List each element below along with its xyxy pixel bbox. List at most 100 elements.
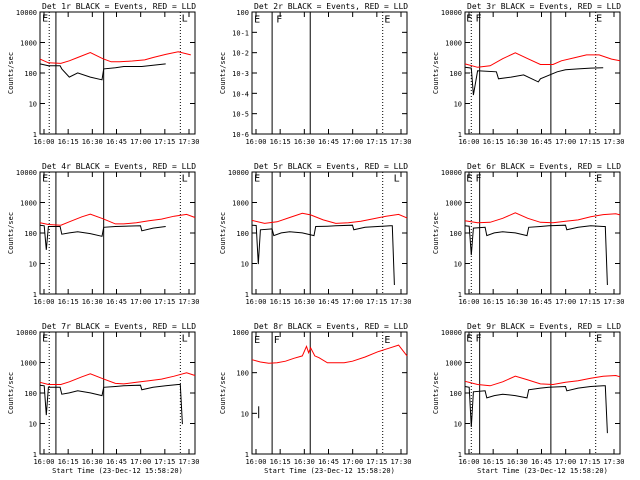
x-tick-label: 17:00 xyxy=(130,458,151,466)
y-tick-label: 100 xyxy=(236,9,249,17)
x-tick-label: 17:15 xyxy=(366,458,387,466)
lld-series-line xyxy=(464,212,621,224)
panel-title: Det 9r BLACK = Events, RED = LLD xyxy=(467,322,621,331)
events-series-line xyxy=(39,224,166,250)
event-marker: F xyxy=(274,335,280,346)
y-tick-label: 10-6 xyxy=(232,131,249,139)
y-tick-label: 1000 xyxy=(232,200,249,208)
x-tick-label: 17:00 xyxy=(555,298,576,306)
event-marker: E xyxy=(42,173,48,184)
x-tick-label: 16:45 xyxy=(318,138,339,146)
y-tick-label: 10 xyxy=(29,101,37,109)
y-tick-label: 1 xyxy=(33,131,37,139)
x-tick-label: 16:30 xyxy=(507,458,528,466)
events-series-line xyxy=(39,63,166,81)
panel-9: Det 9r BLACK = Events, RED = LLD 1 10 100 10… xyxy=(432,322,625,475)
x-tick-label: 16:45 xyxy=(318,458,339,466)
x-tick-label: 16:45 xyxy=(106,138,127,146)
x-axis-label: Start Time (23-Dec-12 15:58:20) xyxy=(477,467,608,475)
lld-series-line xyxy=(251,344,408,364)
events-series-line xyxy=(464,224,608,286)
x-tick-label: 16:45 xyxy=(531,138,552,146)
plot-frame xyxy=(464,171,621,295)
x-tick-label: 16:15 xyxy=(58,298,79,306)
y-axis-label: Counts/sec xyxy=(219,52,227,94)
x-tick-label: 17:00 xyxy=(555,138,576,146)
x-tick-label: 17:30 xyxy=(603,298,624,306)
lld-series-line xyxy=(464,52,621,68)
y-axis-label: Counts/sec xyxy=(432,212,440,254)
y-tick-label: 1 xyxy=(245,291,249,299)
x-tick-label: 16:45 xyxy=(106,298,127,306)
panel-4: Det 4r BLACK = Events, RED = LLD 1 10 100 10… xyxy=(7,162,200,306)
y-tick-label: 10000 xyxy=(228,169,249,177)
y-axis-label: Counts/sec xyxy=(7,372,15,414)
lld-series-line xyxy=(39,51,191,64)
event-marker: E xyxy=(466,13,472,24)
panel-8: Det 8r BLACK = Events, RED = LLD 1 10 100 10… xyxy=(219,322,412,475)
event-marker: E xyxy=(254,335,260,346)
x-tick-label: 17:15 xyxy=(366,298,387,306)
y-tick-label: 1000 xyxy=(20,200,37,208)
x-tick-label: 16:00 xyxy=(458,138,479,146)
events-series-line xyxy=(464,66,604,96)
panel-2: Det 2r BLACK = Events, RED = LLD 10-6 10-5… xyxy=(219,2,412,146)
y-tick-label: 100 xyxy=(24,230,37,238)
y-tick-label: 1 xyxy=(458,291,462,299)
y-tick-label: 1 xyxy=(245,451,249,459)
y-tick-label: 10 xyxy=(29,421,37,429)
x-tick-label: 17:15 xyxy=(154,458,175,466)
y-tick-label: 10 xyxy=(454,261,462,269)
event-marker: L xyxy=(182,173,188,184)
event-marker: E xyxy=(466,173,472,184)
x-axis-label: Start Time (23-Dec-12 15:58:20) xyxy=(264,467,395,475)
x-tick-label: 17:00 xyxy=(130,298,151,306)
x-tick-label: 16:00 xyxy=(245,138,266,146)
event-marker: E xyxy=(254,15,260,26)
y-tick-label: 1 xyxy=(33,291,37,299)
plot-frame xyxy=(251,171,408,295)
y-tick-label: 1 xyxy=(458,131,462,139)
plot-frame xyxy=(39,11,196,135)
panel-title: Det 7r BLACK = Events, RED = LLD xyxy=(42,322,196,331)
panel-title: Det 6r BLACK = Events, RED = LLD xyxy=(467,162,621,171)
plot-frame xyxy=(464,331,621,455)
event-marker: E xyxy=(596,13,602,24)
panel-title: Det 4r BLACK = Events, RED = LLD xyxy=(42,162,196,171)
y-tick-label: 10-3 xyxy=(232,70,249,78)
plot-frame xyxy=(464,11,621,135)
x-tick-label: 17:30 xyxy=(390,298,411,306)
panel-1: Det 1r BLACK = Events, RED = LLD 1 10 100 10… xyxy=(7,2,200,146)
y-tick-label: 10 xyxy=(241,410,249,418)
y-tick-label: 10000 xyxy=(16,169,37,177)
x-tick-label: 17:00 xyxy=(130,138,151,146)
panel-title: Det 2r BLACK = Events, RED = LLD xyxy=(254,2,408,11)
event-marker: E xyxy=(596,173,602,184)
x-tick-label: 16:45 xyxy=(106,458,127,466)
event-marker: E xyxy=(42,13,48,24)
x-tick-label: 16:30 xyxy=(507,138,528,146)
y-tick-label: 10000 xyxy=(16,329,37,337)
panel-3: Det 3r BLACK = Events, RED = LLD 1 10 100 10… xyxy=(432,2,625,146)
x-tick-label: 17:00 xyxy=(342,298,363,306)
panel-title: Det 1r BLACK = Events, RED = LLD xyxy=(42,2,196,11)
plot-frame xyxy=(39,331,196,455)
panel-title: Det 5r BLACK = Events, RED = LLD xyxy=(254,162,408,171)
x-tick-label: 16:00 xyxy=(458,458,479,466)
lld-series-line xyxy=(251,212,408,224)
x-tick-label: 16:30 xyxy=(82,138,103,146)
event-marker: E xyxy=(384,15,390,26)
event-marker: E xyxy=(254,173,260,184)
x-axis-label: Start Time (23-Dec-12 15:58:20) xyxy=(52,467,183,475)
y-tick-label: 100 xyxy=(24,390,37,398)
x-tick-label: 16:45 xyxy=(318,298,339,306)
y-tick-label: 10000 xyxy=(441,329,462,337)
x-tick-label: 17:30 xyxy=(178,138,199,146)
event-marker: E xyxy=(596,333,602,344)
event-marker: E xyxy=(384,335,390,346)
x-tick-label: 17:30 xyxy=(178,298,199,306)
event-marker: F xyxy=(475,173,481,184)
lld-series-line xyxy=(39,372,196,385)
y-tick-label: 100 xyxy=(236,230,249,238)
